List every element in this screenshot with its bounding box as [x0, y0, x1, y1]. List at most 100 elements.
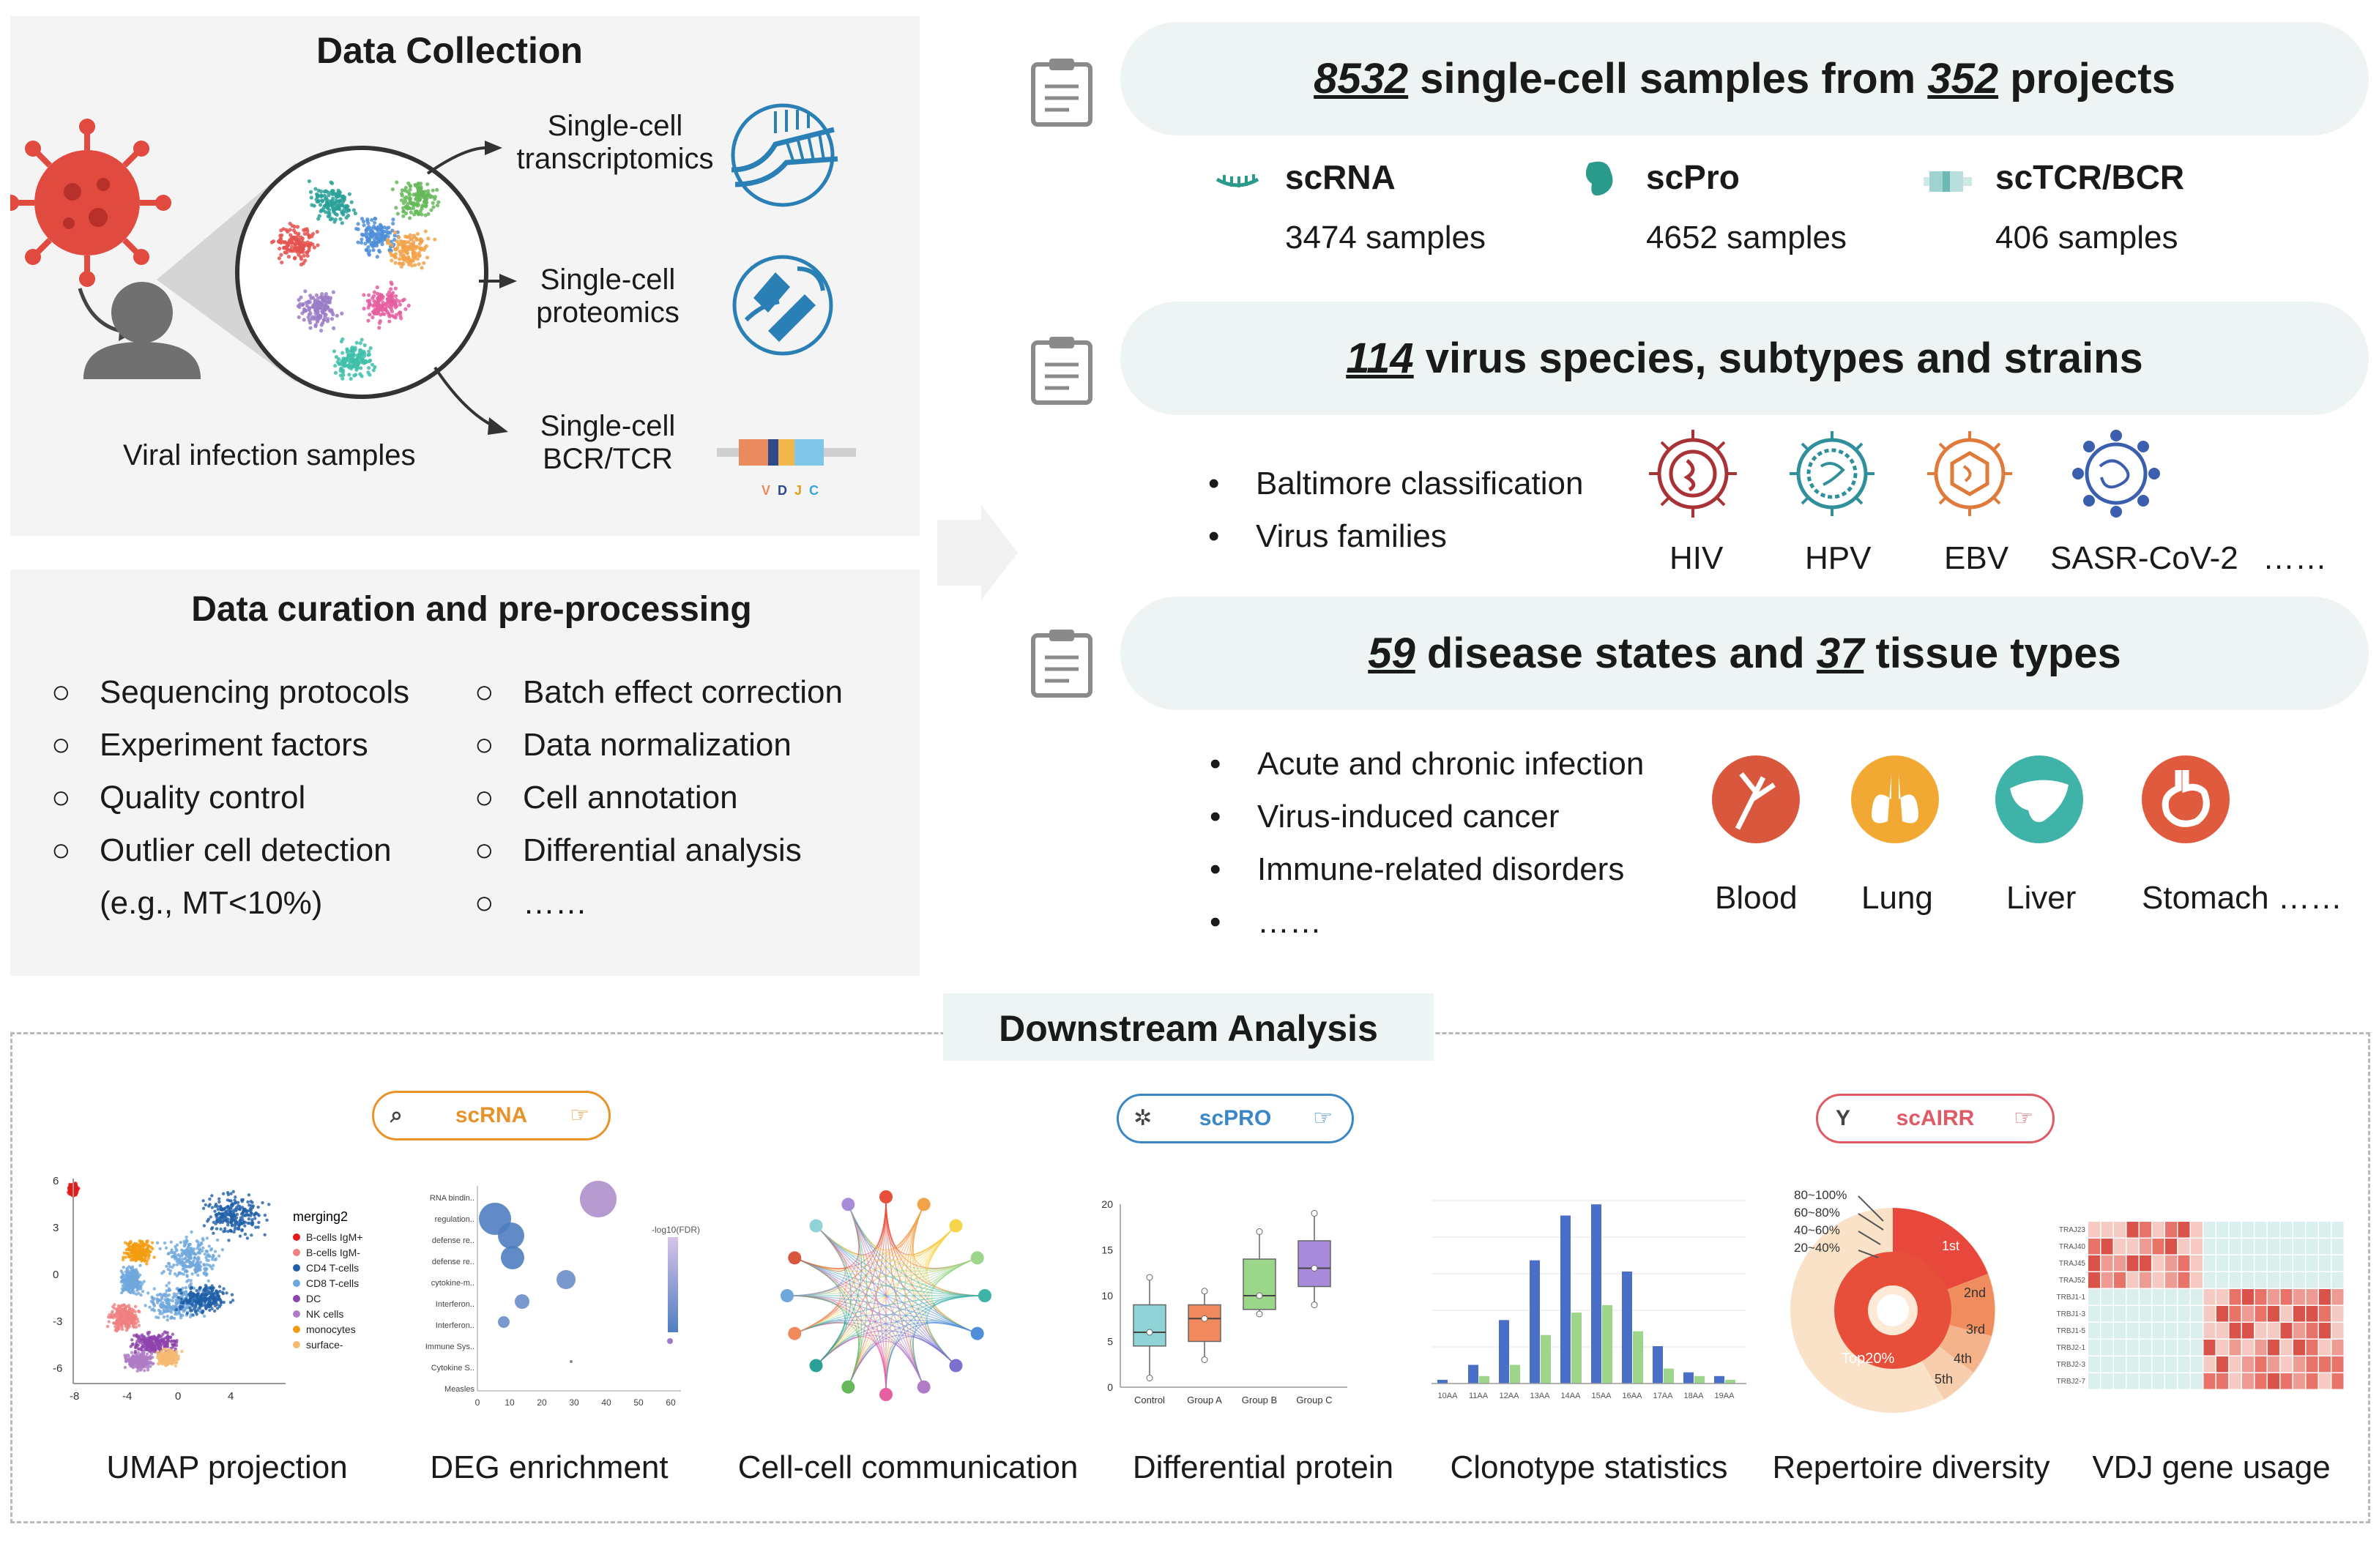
downstream-title: Downstream Analysis: [999, 1008, 1378, 1049]
vdj-row-label: TRBJ2-1: [2057, 1344, 2086, 1352]
caption-protein: Differential protein: [1132, 1449, 1394, 1485]
repertoire-rank-label: 3rd: [1966, 1322, 1985, 1337]
caption-clonotype: Clonotype statistics: [1450, 1449, 1728, 1485]
umap-legend-entry: DC: [306, 1293, 321, 1304]
virus-label-sars-cov-2: SASR-CoV-2: [2050, 540, 2238, 576]
vdj-row-label: TRBJ1-1: [2057, 1293, 2086, 1302]
list-item: (e.g., MT<10%): [100, 885, 323, 921]
differential-protein-chart: 20 15 10 5 0 Control Group A Group B Group C: [1101, 1198, 1347, 1405]
umap-y-tick: -6: [53, 1362, 62, 1375]
vdj-row-label: TRBJ1-5: [2057, 1327, 2086, 1335]
protein-box: [1188, 1304, 1221, 1343]
clonotype-x-tick: 13AA: [1530, 1392, 1551, 1400]
deg-x-tick: 0: [475, 1397, 480, 1408]
deg-x-tick: 30: [569, 1397, 579, 1408]
network-node: [949, 1359, 963, 1373]
clonotype-bar-blue: [1437, 1379, 1448, 1384]
vdj-heatmap-chart: TRAJ23 TRAJ40 TRAJ45 TRAJ52 TRBJ1-1 TRBJ1-3 TR…: [2057, 1222, 2344, 1389]
clonotype-bar-blue: [1622, 1272, 1632, 1384]
caption-cell-cell: Cell-cell communication: [737, 1449, 1079, 1485]
umap-legend-title: merging2: [293, 1209, 348, 1224]
umap-legend-swatch: [293, 1233, 300, 1241]
scpro-icon: [1585, 161, 1613, 196]
umap-x-tick: 4: [228, 1390, 234, 1403]
tissue-label-lung: Lung: [1861, 880, 1933, 916]
clipboard-icon: [1031, 59, 1092, 127]
curation-right-list: ○ Batch effect correction ○ Data normaliza…: [474, 666, 843, 930]
deg-term-label: defense re..: [432, 1258, 474, 1266]
virus-label-hiv: HIV: [1669, 540, 1724, 576]
list-item: ○ Data normalization: [474, 727, 792, 763]
clonotype-x-tick: 14AA: [1561, 1392, 1582, 1400]
deg-term-label: Cytokine S..: [431, 1364, 474, 1373]
clonotype-bar-blue: [1499, 1320, 1509, 1384]
curation-panel: [10, 570, 920, 976]
data-collection-illustration: [10, 103, 856, 466]
deg-term-label: Immune Sys..: [425, 1343, 474, 1351]
hpv-icon: [1790, 431, 1874, 516]
network-node: [788, 1251, 802, 1265]
repertoire-diversity-chart: 80~100% 60~80% 40~60% 20~40% 1st 2nd 3rd 4th5t…: [1790, 1188, 1995, 1413]
repertoire-legend-entry: 40~60%: [1794, 1223, 1840, 1237]
vdj-segment-icon: [717, 439, 856, 466]
list-item: • Virus-induced cancer: [1210, 799, 1560, 835]
protein-group-label: Group A: [1187, 1395, 1222, 1405]
clonotype-x-tick: 16AA: [1623, 1392, 1643, 1400]
umap-legend-entry: B-cells IgM+: [306, 1231, 362, 1243]
umap-legend-swatch: [293, 1310, 300, 1318]
disease-banner: 59 disease states and 37 tissue types: [1120, 597, 2369, 710]
tag-scrna[interactable]: ⌕ scRNA ☞: [372, 1091, 611, 1140]
antibody-icon: Y: [1836, 1106, 1851, 1130]
curation-title: Data curation and pre-processing: [191, 590, 752, 629]
virus-label-ebv: EBV: [1944, 540, 2009, 576]
umap-y-tick: 3: [53, 1222, 59, 1234]
pointer-icon: ☞: [1313, 1106, 1333, 1130]
clonotype-bar-blue: [1591, 1204, 1601, 1384]
list-item: • Virus families: [1208, 518, 1447, 554]
umap-legend-entry: surface-: [306, 1339, 343, 1351]
clonotype-bar-blue: [1530, 1260, 1540, 1384]
umap-x-tick: 0: [175, 1390, 181, 1403]
network-node: [788, 1326, 802, 1340]
protein-y-tick: 20: [1101, 1198, 1113, 1210]
person-icon: [83, 282, 201, 379]
network-node: [949, 1219, 963, 1233]
clonotype-bar-green: [1571, 1313, 1582, 1384]
sample-label: Viral infection samples: [123, 439, 416, 471]
clonotype-bar-blue: [1683, 1372, 1694, 1384]
umap-legend-entry: B-cells IgM-: [306, 1247, 360, 1258]
repertoire-rank-label: 2nd: [1964, 1285, 1986, 1300]
repertoire-legend-entry: 80~100%: [1794, 1188, 1847, 1202]
clonotype-bar-green: [1725, 1379, 1735, 1384]
umap-legend-swatch: [293, 1341, 300, 1348]
hiv-icon: [1649, 430, 1737, 518]
deg-term-label: Measles: [444, 1385, 474, 1394]
network-node: [809, 1359, 823, 1373]
disease-bullets: • Acute and chronic infection • Virus-indu…: [1210, 738, 1644, 949]
umap-legend-entry: monocytes: [306, 1324, 356, 1335]
list-item: ○ Sequencing protocols: [51, 674, 410, 710]
umap-legend-entry: CD4 T-cells: [306, 1262, 359, 1274]
tag-scpro[interactable]: ✲ scPRO ☞: [1117, 1094, 1354, 1143]
ebv-icon: [1927, 431, 2012, 516]
virus-icon: [10, 119, 171, 287]
output-label-bcr-tcr: Single-cell BCR/TCR: [540, 410, 676, 475]
virus-count: 114: [1346, 335, 1414, 382]
data-collection-title: Data Collection: [316, 30, 583, 71]
vdj-row-label: TRAJ45: [2059, 1260, 2086, 1268]
modality-count-scrna: 3474 samples: [1285, 220, 1486, 255]
clonotype-bar-green: [1664, 1368, 1674, 1384]
umap-legend-swatch: [293, 1295, 300, 1302]
pointer-icon: ☞: [570, 1103, 589, 1127]
vdj-row-label: TRBJ2-7: [2057, 1378, 2086, 1386]
umap-x-tick: -8: [70, 1390, 79, 1403]
deg-x-tick: 40: [601, 1397, 611, 1408]
umap-legend-swatch: [293, 1249, 300, 1256]
tissue-label-stomach: Stomach ……: [2142, 880, 2342, 916]
tag-scairr[interactable]: Y scAIRR ☞: [1816, 1094, 2055, 1143]
protein-y-tick: 0: [1107, 1381, 1113, 1393]
tissue-label-liver: Liver: [2006, 880, 2077, 916]
samples-banner: 8532 single-cell samples from 352 projec…: [1120, 22, 2369, 135]
list-item: ○ Batch effect correction: [474, 674, 843, 710]
output-label-transcriptomics: Single-cell transcriptomics: [516, 110, 714, 175]
